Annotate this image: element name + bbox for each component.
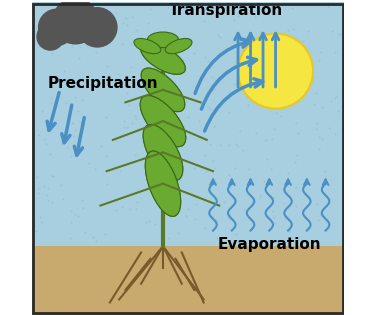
Text: Evaporation: Evaporation [217, 237, 321, 252]
Circle shape [77, 7, 118, 48]
Ellipse shape [145, 151, 181, 216]
FancyBboxPatch shape [32, 2, 344, 246]
Text: Transpiration: Transpiration [168, 3, 283, 18]
Ellipse shape [143, 124, 183, 180]
Circle shape [238, 34, 313, 109]
Circle shape [38, 9, 76, 46]
Ellipse shape [141, 43, 185, 74]
FancyArrowPatch shape [205, 79, 263, 131]
Ellipse shape [140, 95, 186, 147]
FancyArrowPatch shape [202, 57, 256, 109]
Ellipse shape [165, 38, 192, 54]
Ellipse shape [141, 68, 185, 112]
Text: Precipitation: Precipitation [47, 76, 158, 91]
FancyArrowPatch shape [195, 39, 250, 94]
Ellipse shape [134, 38, 161, 54]
Ellipse shape [143, 124, 183, 180]
Ellipse shape [141, 68, 185, 112]
Circle shape [52, 0, 99, 44]
Ellipse shape [141, 43, 185, 74]
FancyBboxPatch shape [32, 246, 344, 315]
Ellipse shape [140, 95, 186, 147]
Ellipse shape [145, 151, 181, 216]
Ellipse shape [147, 32, 179, 48]
Circle shape [36, 23, 64, 51]
